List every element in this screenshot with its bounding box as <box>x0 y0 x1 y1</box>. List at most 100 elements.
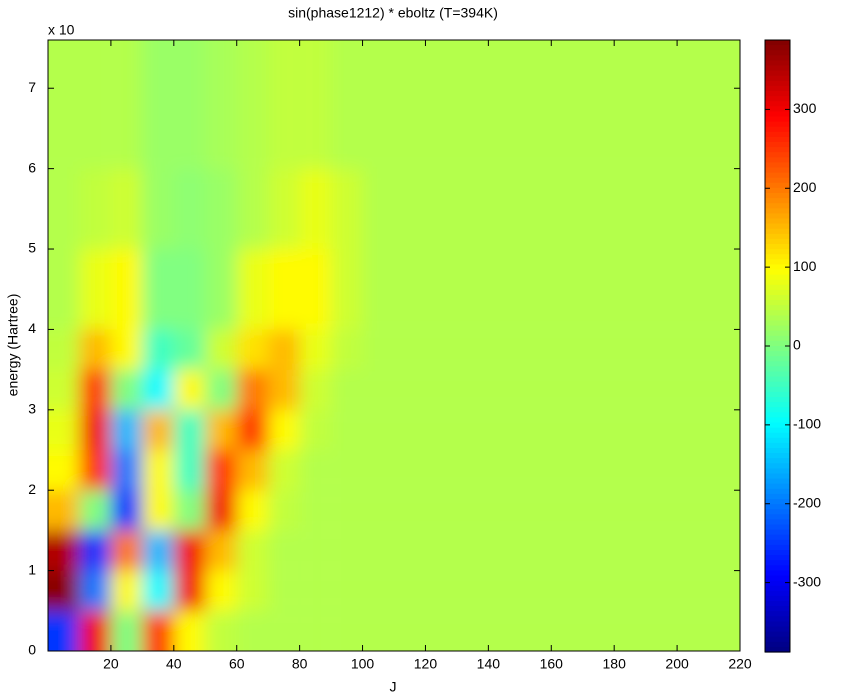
heat-cell <box>142 530 174 571</box>
heat-cell <box>205 490 237 531</box>
colorbar <box>765 40 790 653</box>
heat-cell <box>79 168 111 250</box>
colorbar-band <box>765 45 790 51</box>
heat-cell <box>236 168 269 250</box>
x-tick-label: 80 <box>292 656 308 672</box>
x-tick-label: 200 <box>665 656 689 672</box>
colorbar-band <box>765 213 790 220</box>
heat-cell <box>173 570 206 611</box>
heat-cell <box>79 570 111 611</box>
heat-cell <box>142 40 174 169</box>
x-tick-label: 180 <box>603 656 627 672</box>
heat-cell <box>268 409 300 451</box>
colorbar-band <box>765 381 790 388</box>
colorbar-band <box>765 453 790 459</box>
heat-cell <box>268 490 300 531</box>
colorbar-band <box>765 514 790 520</box>
heat-cell <box>268 530 300 571</box>
heat-cell <box>362 168 740 250</box>
colorbar-band <box>765 361 790 367</box>
heat-cell <box>205 249 237 330</box>
x-tick-label: 140 <box>477 656 501 672</box>
heat-cell <box>142 168 174 250</box>
heat-cell <box>331 249 363 330</box>
heat-cell <box>79 369 111 410</box>
heat-cell <box>362 249 740 330</box>
colorbar-band <box>765 335 790 342</box>
colorbar-tick-label: -100 <box>793 416 821 432</box>
colorbar-band <box>765 269 790 276</box>
colorbar-band <box>765 448 790 454</box>
colorbar-band <box>765 147 790 153</box>
x-tick-label: 20 <box>103 656 119 672</box>
colorbar-band <box>765 131 790 138</box>
colorbar-band <box>765 529 790 536</box>
colorbar-tick-label: 300 <box>793 100 817 116</box>
heat-cell <box>362 530 740 571</box>
heat-cell <box>362 40 740 169</box>
colorbar-band <box>765 264 790 271</box>
colorbar-band <box>765 376 790 383</box>
colorbar-band <box>765 351 790 357</box>
colorbar-band <box>765 101 790 107</box>
heat-cell <box>299 329 332 370</box>
colorbar-band <box>765 96 790 102</box>
colorbar-band <box>765 55 790 61</box>
heat-cell <box>236 40 269 169</box>
heat-cell <box>268 40 300 169</box>
colorbar-band <box>765 70 790 77</box>
colorbar-band <box>765 560 790 566</box>
heat-cell <box>48 530 80 571</box>
x-tick-label: 160 <box>540 656 564 672</box>
heat-cell <box>48 168 80 250</box>
heat-cell <box>236 329 269 370</box>
colorbar-band <box>765 305 790 311</box>
heat-cell <box>331 40 363 169</box>
heat-cell <box>362 369 740 410</box>
heat-cell <box>142 249 174 330</box>
heat-cell <box>331 570 363 611</box>
colorbar-band <box>765 550 790 556</box>
heatmap <box>48 40 740 651</box>
colorbar-band <box>765 366 790 373</box>
colorbar-band <box>765 289 790 296</box>
heat-cell <box>299 249 332 330</box>
colorbar-band <box>765 463 790 469</box>
y-tick-label: 6 <box>28 159 36 175</box>
colorbar-band <box>765 407 790 413</box>
colorbar-band <box>765 50 790 56</box>
colorbar-band <box>765 208 790 214</box>
colorbar-band <box>765 488 790 495</box>
colorbar-band <box>765 442 790 449</box>
colorbar-band <box>765 504 790 510</box>
colorbar-band <box>765 300 790 306</box>
colorbar-band <box>765 626 790 633</box>
heat-cell <box>236 490 269 531</box>
heat-cell <box>299 570 332 611</box>
colorbar-band <box>765 142 790 148</box>
colorbar-tick-label: -200 <box>793 494 821 510</box>
heat-cell <box>299 168 332 250</box>
colorbar-band <box>765 249 790 255</box>
y-tick-label: 7 <box>28 79 36 95</box>
colorbar-band <box>765 636 790 643</box>
x-tick-label: 60 <box>229 656 245 672</box>
colorbar-band <box>765 580 790 587</box>
colorbar-band <box>765 412 790 418</box>
heat-cell <box>79 329 111 370</box>
x-tick-label: 120 <box>414 656 438 672</box>
heat-cell <box>142 369 174 410</box>
colorbar-band <box>765 121 790 128</box>
heat-cell <box>173 450 206 491</box>
colorbar-tick-label: 0 <box>793 337 801 353</box>
heat-cell <box>173 249 206 330</box>
heat-cell <box>205 610 237 651</box>
colorbar-band <box>765 254 790 260</box>
heat-cell <box>331 610 363 651</box>
heat-cell <box>173 369 206 410</box>
colorbar-band <box>765 519 790 526</box>
colorbar-band <box>765 417 790 424</box>
colorbar-band <box>765 544 790 551</box>
heat-cell <box>299 610 332 651</box>
heat-cell <box>236 249 269 330</box>
